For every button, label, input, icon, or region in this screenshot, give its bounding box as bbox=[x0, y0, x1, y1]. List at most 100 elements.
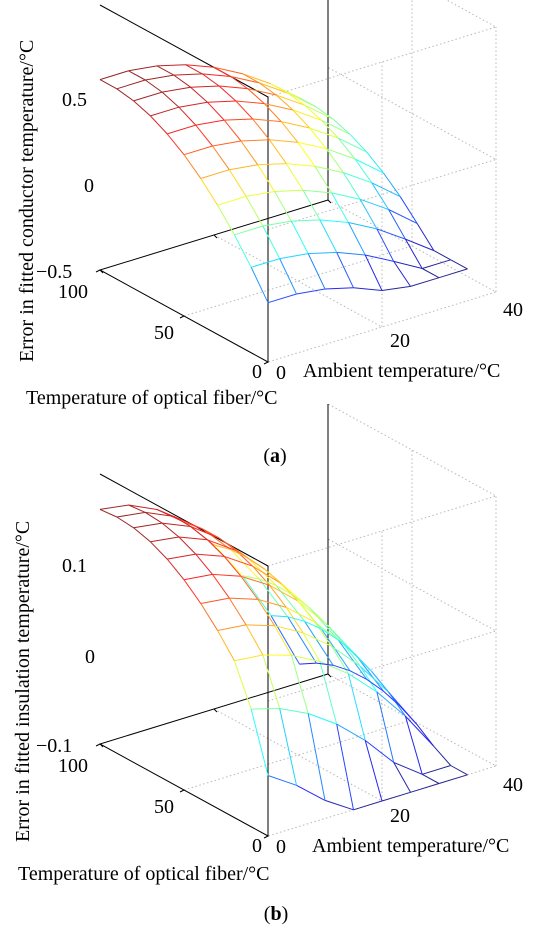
surface-mesh-line bbox=[173, 73, 203, 76]
surface-mesh-line bbox=[336, 251, 366, 256]
surface-mesh-line bbox=[280, 583, 299, 602]
surface-mesh-line bbox=[250, 708, 269, 776]
surface-mesh-line bbox=[251, 708, 280, 710]
surface-mesh-line bbox=[332, 118, 351, 135]
surface-mesh-line bbox=[292, 109, 311, 129]
surface-mesh-line bbox=[383, 172, 401, 197]
surface-mesh-line bbox=[128, 70, 146, 81]
surface-mesh-b bbox=[99, 504, 468, 811]
surface-mesh-line bbox=[371, 182, 401, 198]
surface-mesh-line bbox=[376, 228, 395, 262]
surface-mesh-line bbox=[246, 191, 275, 197]
surface-mesh-line bbox=[366, 678, 384, 692]
surface-mesh-line bbox=[354, 158, 384, 174]
surface-mesh-line bbox=[270, 615, 288, 618]
surface-mesh-line bbox=[230, 76, 248, 90]
axis-tick bbox=[327, 199, 332, 204]
surface-mesh-line bbox=[399, 196, 418, 224]
surface-mesh-line bbox=[235, 100, 254, 120]
x-tick-label: 50 bbox=[154, 796, 174, 818]
surface-mesh-line bbox=[287, 92, 305, 106]
x-tick-label: 100 bbox=[58, 755, 88, 777]
surface-mesh-line bbox=[316, 106, 334, 120]
surface-mesh-line bbox=[297, 600, 327, 625]
surface-mesh-line bbox=[156, 509, 174, 517]
surface-mesh-line bbox=[337, 137, 367, 153]
surface-mesh-line bbox=[353, 800, 383, 811]
surface-mesh-line bbox=[280, 121, 299, 143]
surface-mesh-line bbox=[267, 293, 297, 304]
surface-mesh-line bbox=[269, 584, 299, 602]
surface-mesh-line bbox=[286, 606, 316, 623]
surface-mesh-line bbox=[324, 799, 354, 811]
surface-mesh-line bbox=[321, 119, 339, 139]
surface-mesh-line bbox=[319, 661, 349, 675]
axis-tick bbox=[99, 269, 104, 274]
surface-mesh-line bbox=[213, 66, 232, 77]
surface-mesh-line bbox=[381, 285, 411, 291]
surface-mesh-line bbox=[223, 556, 242, 577]
surface-mesh-line bbox=[354, 158, 373, 184]
y-axis-label: Ambient temperature/°C bbox=[303, 360, 500, 382]
surface-mesh-line bbox=[166, 133, 185, 156]
surface-mesh-line bbox=[207, 100, 236, 103]
surface-mesh-line bbox=[116, 88, 134, 102]
surface-mesh-line bbox=[167, 553, 196, 560]
axes-box-b bbox=[95, 404, 332, 839]
surface-mesh-line bbox=[359, 665, 378, 693]
surface-mesh-line bbox=[150, 541, 168, 560]
surface-mesh-line bbox=[337, 639, 368, 680]
surface-mesh-line bbox=[223, 119, 242, 142]
surface-mesh-line bbox=[274, 625, 304, 634]
axis-tick bbox=[263, 361, 269, 365]
surface-mesh-line bbox=[376, 691, 395, 763]
surface-mesh-line bbox=[388, 691, 406, 717]
surface-mesh-line bbox=[364, 254, 383, 291]
surface-mesh-line bbox=[202, 528, 232, 551]
surface-mesh-a bbox=[99, 64, 468, 304]
surface-mesh-line bbox=[304, 104, 334, 120]
surface-mesh-line bbox=[259, 82, 288, 94]
surface-mesh-line bbox=[242, 575, 272, 616]
surface-mesh-line bbox=[393, 761, 423, 775]
surface-mesh-line bbox=[279, 708, 309, 714]
surface-mesh-line bbox=[365, 254, 394, 262]
surface-mesh-line bbox=[145, 511, 174, 517]
surface-mesh-line bbox=[116, 516, 134, 529]
y-tick-label: 40 bbox=[503, 299, 523, 321]
surface-mesh-line bbox=[217, 204, 235, 236]
surface-mesh-line bbox=[145, 79, 163, 93]
surface-mesh-line bbox=[359, 665, 389, 693]
surface-mesh-line bbox=[234, 225, 264, 236]
surface-mesh-line bbox=[195, 124, 213, 147]
surface-mesh-line bbox=[416, 724, 435, 747]
surface-mesh-line bbox=[167, 124, 196, 135]
surface-mesh-line bbox=[450, 765, 468, 776]
axis-tick bbox=[99, 743, 104, 748]
surface-mesh-line bbox=[404, 238, 423, 269]
surface-mesh-line bbox=[224, 555, 253, 567]
x-tick-label: 0 bbox=[252, 835, 262, 857]
surface-mesh-line bbox=[304, 104, 322, 121]
y-tick-label: 20 bbox=[390, 805, 410, 827]
surface-mesh-line bbox=[162, 522, 191, 527]
surface-mesh-line bbox=[150, 115, 168, 135]
surface-mesh-line bbox=[213, 544, 231, 551]
surface-mesh-line bbox=[410, 783, 440, 793]
panel-caption-a: (a) bbox=[263, 445, 286, 467]
surface-mesh-line bbox=[178, 106, 197, 126]
z-tick-label: 0 bbox=[84, 175, 94, 197]
surface-mesh-line bbox=[331, 192, 361, 200]
surface-mesh-line bbox=[376, 691, 406, 717]
y-tick-label: 20 bbox=[390, 330, 410, 352]
surface-mesh-line bbox=[185, 64, 215, 68]
surface-mesh-line bbox=[240, 140, 259, 166]
surface-mesh-line bbox=[287, 616, 317, 664]
z-tick-label: 0.1 bbox=[62, 555, 87, 577]
surface-mesh-line bbox=[321, 119, 351, 135]
surface-mesh-line bbox=[308, 713, 337, 725]
surface-mesh-line bbox=[302, 632, 332, 647]
surface-mesh-line bbox=[156, 64, 186, 67]
surface-mesh-line bbox=[274, 189, 304, 192]
surface-mesh-line bbox=[450, 259, 468, 270]
